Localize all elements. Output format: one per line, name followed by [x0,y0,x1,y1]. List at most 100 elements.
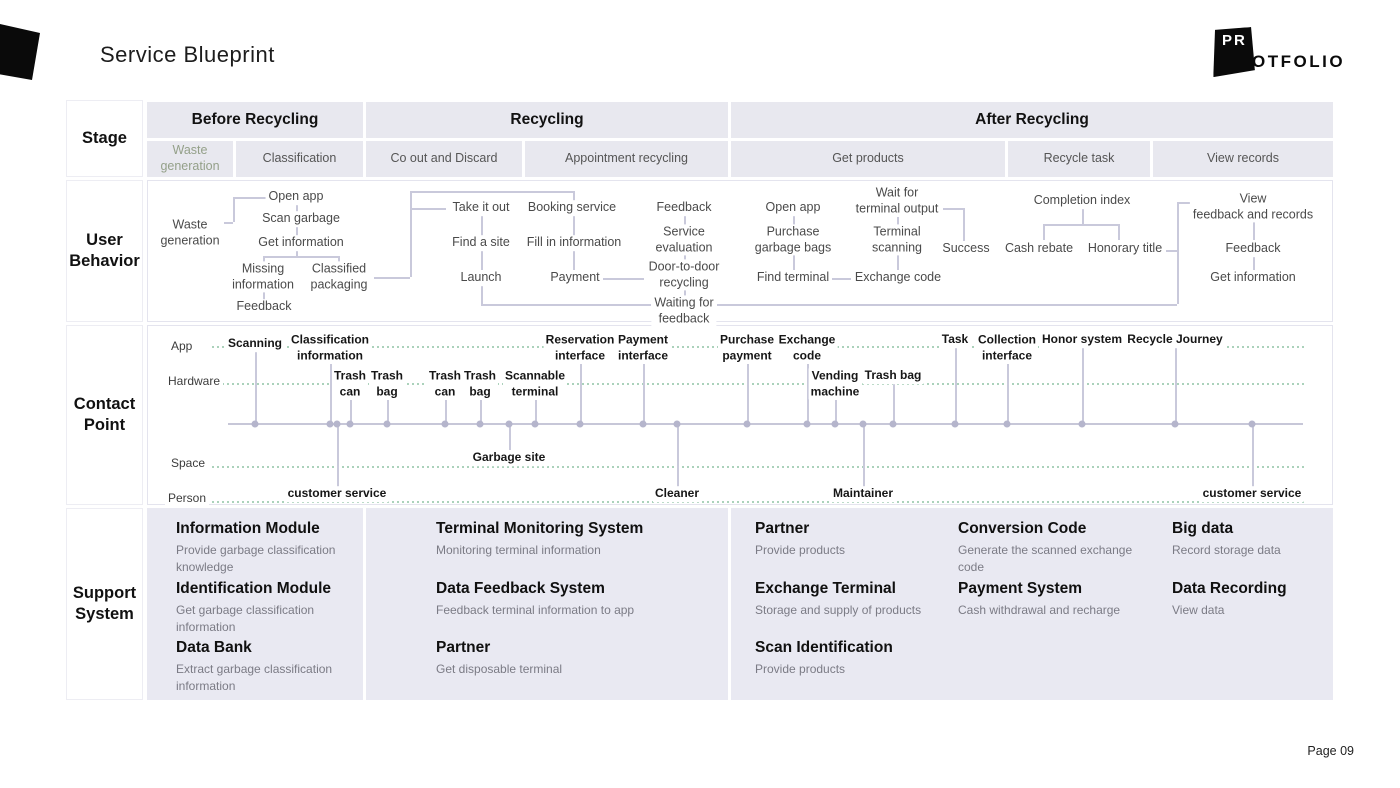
behavior-step: Terminal scanning [868,224,926,256]
row-label-user-behavior: User Behavior [66,180,143,322]
contact-point-trash-bag: Trash bag [461,368,499,400]
lane-line-hardware [212,383,1305,385]
behavior-connector-v [963,208,965,241]
contact-connector [747,364,749,424]
stage-sub-get-products: Get products [731,141,1005,177]
contact-connector [1082,348,1084,424]
contact-dot [1171,420,1179,428]
stage-sub-appointment-recycling: Appointment recycling [525,141,728,177]
behavior-connector-h [410,208,446,210]
row-label-support-system: Support System [66,508,143,700]
behavior-step: Classified packaging [307,261,371,293]
contact-connector [580,364,582,424]
contact-point-purchase-payment: Purchase payment [717,332,777,364]
contact-connector [387,400,389,424]
lane-label-person: Person [165,491,210,505]
behavior-connector-v [1253,222,1255,240]
behavior-step: Find terminal [753,270,833,286]
behavior-connector-v [897,217,899,228]
behavior-step: Success [939,241,993,257]
contact-connector [955,348,957,424]
behavior-step: Get information [255,235,347,251]
contact-connector [1252,424,1254,487]
support-item-desc: Generate the scanned exchange code [958,543,1133,574]
behavior-step: Scan garbage [259,211,343,227]
contact-connector [835,400,837,424]
behavior-connector-v [1118,224,1120,240]
contact-dot [1003,420,1011,428]
contact-dot [576,420,584,428]
support-item-title: Data Bank [176,639,252,656]
behavior-connector-v [481,286,483,304]
behavior-step: Honorary title [1084,241,1166,257]
behavior-connector-v [1043,224,1045,240]
support-item-title: Terminal Monitoring System [436,520,644,537]
stage-group-after-recycling: After Recycling [731,102,1333,138]
behavior-step: Booking service [524,200,620,216]
behavior-step: Waiting for feedback [651,295,717,327]
contact-connector [807,364,809,424]
behavior-connector-v [233,197,235,222]
behavior-step: Cash rebate [1001,241,1077,257]
behavior-step: Find a site [449,235,513,251]
contact-dot [326,420,334,428]
support-item-title: Data Recording [1172,580,1287,597]
stage-sub-classification: Classification [236,141,363,177]
behavior-connector-h [1166,250,1177,252]
support-item-title: Partner [755,520,810,537]
contact-connector [480,400,482,424]
contact-dot [1078,420,1086,428]
contact-connector [330,364,332,424]
behavior-step: Waste generation [157,217,223,249]
behavior-step: Door-to-door recycling [645,259,723,291]
support-item-desc: Storage and supply of products [755,603,922,617]
contact-connector [350,400,352,424]
support-item-desc: Monitoring terminal information [436,543,601,557]
stage-sub-view-records: View records [1153,141,1333,177]
support-item-partner: Partner Provide products [755,520,950,559]
contact-dot [951,420,959,428]
behavior-connector-v [410,191,412,277]
support-item-desc: Provide garbage classification knowledge [176,543,336,574]
behavior-connector-v [296,250,298,256]
support-item-desc: Provide products [755,662,846,676]
contact-point-payment-interface: Payment interface [615,332,671,364]
behavior-step: Missing information [229,261,297,293]
support-item-desc: Get disposable terminal [436,662,563,676]
contact-point-exchange-code: Exchange code [776,332,838,364]
lane-label-hardware: Hardware [165,374,224,388]
contact-dot [383,420,391,428]
contact-dot [743,420,751,428]
contact-dot [441,420,449,428]
contact-dot [333,420,341,428]
contact-dot [639,420,647,428]
contact-point-maintainer: Maintainer [830,486,896,502]
behavior-connector-v [573,250,575,270]
stage-sub-co-out-and-discard: Co out and Discard [366,141,522,177]
support-item-data-bank: Data Bank Extract garbage classification … [176,639,358,695]
support-item-data-feedback-system: Data Feedback System Feedback terminal in… [436,580,721,619]
behavior-connector-h [603,278,644,280]
support-item-title: Partner [436,639,491,656]
support-item-big-data: Big data Record storage data [1172,520,1327,559]
stage-group-before-recycling: Before Recycling [147,102,363,138]
contact-point-honor-system: Honor system [1039,332,1125,348]
row-label-stage: Stage [66,100,143,177]
contact-point-garbage-site: Garbage site [470,450,548,466]
contact-dot [859,420,867,428]
page-title: Service Blueprint [100,42,275,67]
support-item-desc: Cash withdrawal and recharge [958,603,1121,617]
contact-connector [893,384,895,424]
behavior-step: Get information [1207,270,1299,286]
contact-main-line [228,423,1303,425]
support-item-title: Exchange Terminal [755,580,896,597]
contact-connector [535,400,537,424]
behavior-connector-v [573,215,575,236]
behavior-step: View feedback and records [1189,191,1317,223]
contact-connector [1175,348,1177,424]
portfolio-logo: PR OTFOLIO [1212,26,1343,78]
contact-point-task: Task [939,332,971,348]
behavior-step: Completion index [1030,193,1134,209]
contact-point-trash-bag: Trash bag [862,368,924,384]
